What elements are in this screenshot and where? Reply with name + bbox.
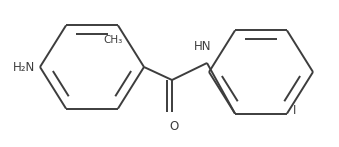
Text: HN: HN <box>194 40 212 53</box>
Text: H₂N: H₂N <box>13 61 35 74</box>
Text: CH₃: CH₃ <box>103 35 123 45</box>
Text: O: O <box>170 120 179 133</box>
Text: I: I <box>293 104 296 117</box>
